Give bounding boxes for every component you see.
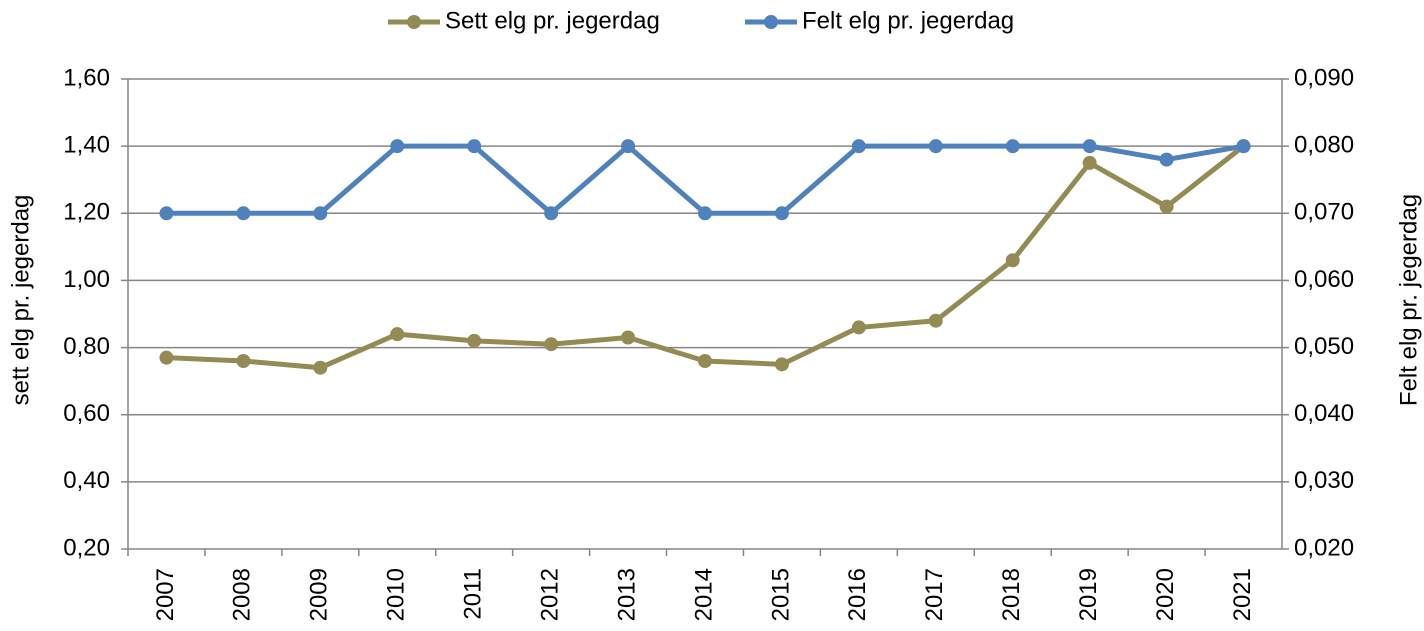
x-tick-label: 2018	[998, 568, 1025, 621]
point	[390, 327, 405, 342]
y-tick-label: 0,60	[63, 400, 110, 427]
point	[313, 360, 328, 375]
x-tick-label: 2019	[1075, 568, 1102, 621]
y-tick-label: 1,20	[63, 199, 110, 226]
point	[544, 337, 559, 352]
y2-tick-label: 0,090	[1294, 64, 1354, 91]
point	[698, 206, 712, 221]
y-tick-label: 1,40	[63, 131, 110, 158]
legend-label: Sett elg pr. jegerdag	[445, 7, 660, 34]
series-line	[166, 144, 1246, 371]
x-tick-label: 2010	[383, 568, 410, 621]
point	[928, 139, 943, 154]
x-tick-label: 2017	[921, 568, 948, 621]
point	[1082, 155, 1097, 170]
legend-marker	[407, 15, 421, 29]
y2-tick-label: 0,060	[1294, 266, 1354, 293]
point	[621, 330, 636, 345]
y-tick-label: 0,20	[63, 534, 110, 561]
point	[313, 206, 328, 221]
point	[236, 206, 251, 221]
series-line	[166, 143, 1244, 216]
x-tick-label: 2016	[844, 568, 871, 621]
y2-tick-label: 0,020	[1294, 534, 1354, 561]
point	[159, 206, 174, 221]
point	[851, 139, 866, 154]
point	[467, 333, 482, 348]
point	[236, 354, 251, 368]
point	[159, 350, 174, 365]
point	[1082, 139, 1097, 154]
x-tick-label: 2011	[460, 568, 487, 620]
point	[1159, 199, 1174, 214]
x-tick-label: 2020	[1152, 568, 1179, 621]
y-tick-label: 0,40	[63, 467, 110, 494]
x-tick-label: 2008	[229, 568, 256, 621]
x-tick-label: 2015	[767, 568, 794, 621]
x-tick-label: 2007	[152, 568, 179, 621]
legend-marker	[764, 15, 778, 29]
legend-label: Felt elg pr. jegerdag	[802, 7, 1014, 34]
y-tick-label: 1,00	[63, 266, 110, 293]
x-tick-label: 2009	[306, 568, 333, 621]
point	[1159, 152, 1174, 167]
point	[774, 206, 789, 221]
point	[1005, 253, 1020, 268]
point	[774, 357, 789, 372]
point	[928, 313, 943, 328]
point	[1236, 139, 1251, 154]
point	[544, 206, 559, 221]
y2-tick-label: 0,030	[1294, 467, 1354, 494]
y2-tick-label: 0,040	[1294, 400, 1354, 427]
y2-tick-label: 0,050	[1294, 333, 1354, 360]
y-axis-title: sett elg pr. jegerdag	[7, 195, 34, 406]
point	[1005, 139, 1020, 154]
x-tick-label: 2014	[690, 568, 717, 621]
y-tick-label: 0,80	[63, 333, 110, 360]
point	[390, 139, 405, 154]
y2-tick-label: 0,080	[1294, 131, 1354, 158]
point	[467, 139, 482, 154]
point	[621, 139, 636, 154]
y2-tick-label: 0,070	[1294, 199, 1354, 226]
point	[851, 320, 866, 335]
y2-axis-title: Felt elg pr. jegerdag	[1395, 194, 1422, 406]
x-tick-label: 2021	[1229, 568, 1256, 621]
point	[698, 354, 712, 368]
y-tick-label: 1,60	[63, 64, 110, 91]
x-tick-label: 2012	[536, 568, 563, 621]
x-tick-label: 2013	[613, 568, 640, 621]
